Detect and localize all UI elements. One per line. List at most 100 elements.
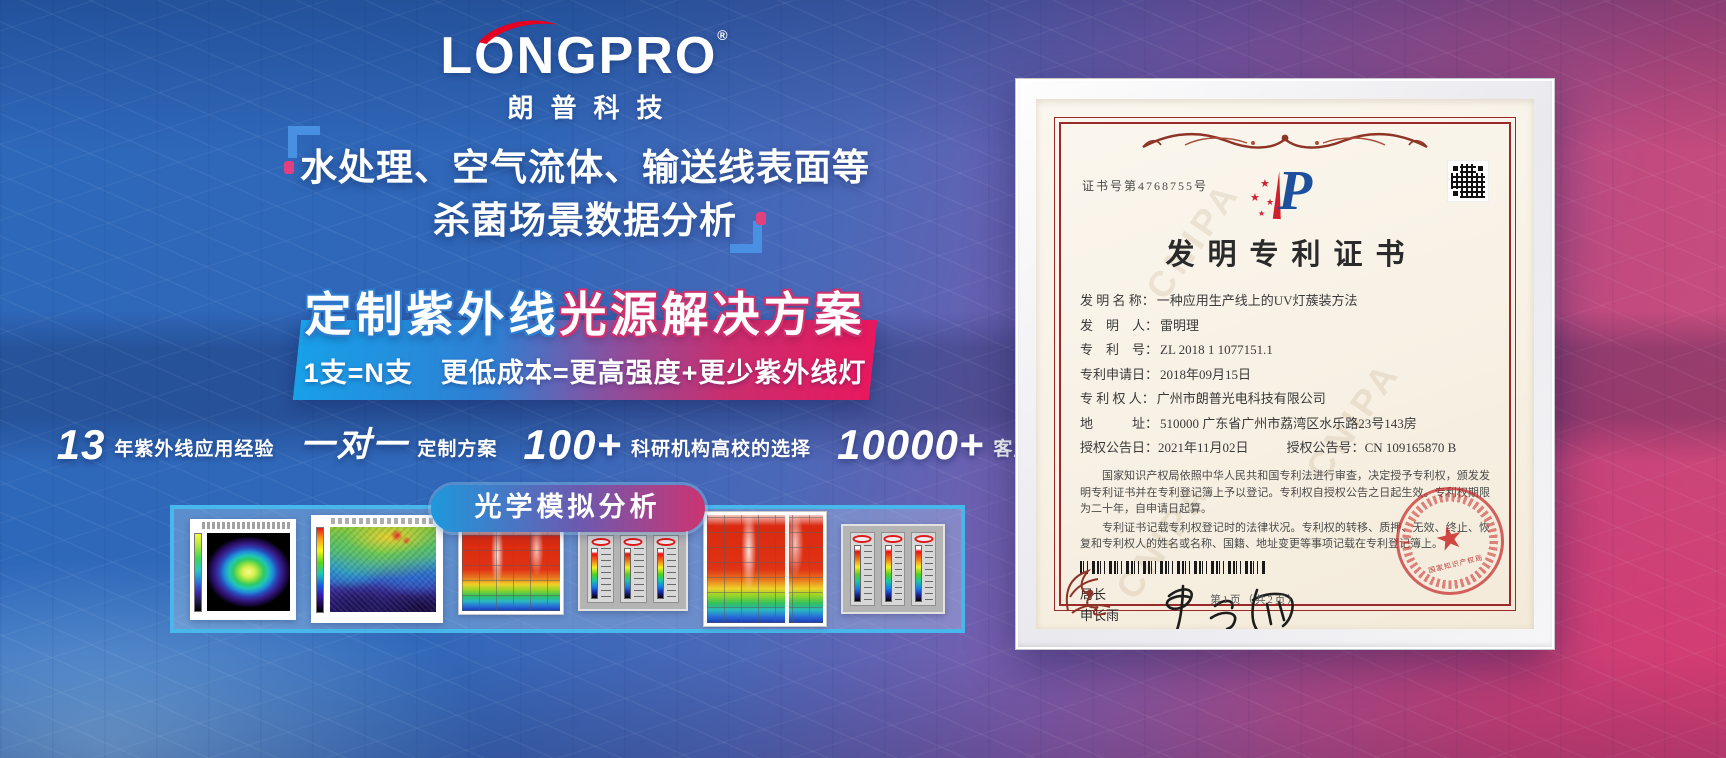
colorbar xyxy=(884,545,892,602)
colorbar xyxy=(194,532,202,612)
colorbar xyxy=(316,527,325,613)
tick-labels xyxy=(666,548,677,599)
qr-pattern xyxy=(1451,164,1485,198)
heatmap-grid xyxy=(706,515,823,623)
field-label: 地 址： xyxy=(1080,415,1159,431)
grant-no: CN 109165870 B xyxy=(1364,440,1457,455)
stat-value: 一对一 xyxy=(300,426,409,464)
field-value: 一种应用生产线上的UV灯蔟装方法 xyxy=(1156,293,1358,308)
certificate-body: 证书号第4768755号 ★ ★ ★ ★ P 发明专利证书 发 明 名 称： 一种… xyxy=(1065,125,1516,629)
colorbar xyxy=(915,545,923,602)
star-icon: ★ xyxy=(1258,209,1266,218)
qr-code xyxy=(1448,161,1488,201)
grant-no-label: 授权公告号： xyxy=(1286,440,1365,455)
barcode xyxy=(1080,560,1265,574)
highlight-ellipse-icon xyxy=(591,538,610,546)
field-label: 专利申请日： xyxy=(1080,366,1159,382)
star-icon: ★ xyxy=(1250,192,1260,204)
patent-certificate: CNIPA CNIPA CNIPA 证书号第4768755号 ★ ★ ★ ★ xyxy=(1036,99,1534,629)
logo-wordmark: LONGPRO® xyxy=(440,20,730,82)
intensity-scale-legend-panel-2 xyxy=(840,524,945,614)
tick-labels xyxy=(633,548,644,599)
field-label: 发 明 名 称： xyxy=(1080,293,1155,308)
highlight-ellipse-icon xyxy=(623,538,643,546)
colorbar xyxy=(656,548,664,599)
irradiance-blob-plot xyxy=(207,532,290,611)
cert-field-row: 发 明 名 称： 一种应用生产线上的UV灯蔟装方法 xyxy=(1080,289,1490,314)
cert-field-row: 专 利 权 人： 广州市朗普光电科技有限公司 xyxy=(1080,387,1490,412)
brand-logo: LONGPRO® 朗普科技 xyxy=(440,20,730,125)
stats-row: 13 年紫外线应用经验 一对一 定制方案 100+ 科研机构高校的选择 1000… xyxy=(57,424,1114,466)
panel-divider xyxy=(785,515,790,623)
uv-intensity-heatmap-small xyxy=(458,524,563,614)
solution-banner: 定制紫外线光源解决方案 1支=N支 更低成本=更高强度+更少紫外线灯 xyxy=(255,288,915,400)
highlight-ellipse-icon xyxy=(914,535,934,543)
stat-one-on-one: 一对一 定制方案 xyxy=(300,428,497,462)
logo-chinese-name: 朗普科技 xyxy=(507,93,680,123)
banner-subtitle: 1支=N支 更低成本=更高强度+更少紫外线灯 xyxy=(303,358,867,389)
registered-mark: ® xyxy=(717,27,730,43)
cnipa-logo: ★ ★ ★ ★ P xyxy=(1248,160,1322,223)
star-icon: ★ xyxy=(1266,197,1275,207)
grant-date: 2021年11月02日 xyxy=(1158,440,1249,455)
scale-legend xyxy=(587,535,614,603)
scale-legend xyxy=(911,532,936,606)
colorbar xyxy=(853,545,861,602)
heatmap-grid xyxy=(461,527,560,611)
grant-date-label: 授权公告日： xyxy=(1080,440,1159,455)
scale-legend xyxy=(849,532,875,606)
quote-bracket-close-icon xyxy=(730,212,766,254)
quote-bracket-open-icon xyxy=(284,126,320,174)
uv-irradiance-map-noise xyxy=(311,515,444,623)
stat-institutions: 100+ 科研机构高校的选择 xyxy=(523,424,811,466)
logo-swoosh-icon xyxy=(478,20,559,44)
highlight-ellipse-icon xyxy=(883,535,903,543)
headline-line2: 杀菌场景数据分析 xyxy=(433,199,737,241)
tick-labels xyxy=(863,545,872,602)
star-icon: ★ xyxy=(1260,178,1270,190)
banner-title: 定制紫外线光源解决方案 xyxy=(255,288,915,342)
stat-value: 10000+ xyxy=(837,421,985,468)
legal-paragraph-1: 国家知识产权局依照中华人民共和国专利法进行审查，决定授予专利权，颁发发明专利证书… xyxy=(1080,470,1490,515)
highlight-ellipse-icon xyxy=(852,535,872,543)
field-value: ZL 2018 1 1077151.1 xyxy=(1160,342,1273,357)
chart-microtext xyxy=(202,521,291,529)
stat-experience: 13 年紫外线应用经验 xyxy=(57,424,275,466)
uv-irradiance-map-dark xyxy=(190,518,296,620)
field-value: 2018年09月15日 xyxy=(1160,366,1252,382)
page-info: 第1页（共2页） xyxy=(1210,595,1300,606)
field-value: 广州市朗普光电科技有限公司 xyxy=(1156,391,1326,406)
stat-value: 13 xyxy=(56,421,106,468)
field-value: 雷明理 xyxy=(1160,317,1200,333)
field-value: 510000 广东省广州市荔湾区水乐路23号143房 xyxy=(1160,415,1417,431)
ornamental-flourish xyxy=(1142,132,1428,149)
tick-labels xyxy=(894,545,903,602)
corner-flourish xyxy=(1065,568,1111,616)
uv-intensity-heatmap-wide xyxy=(703,512,826,626)
scale-legend xyxy=(652,535,680,603)
optical-simulation-panel: 光学模拟分析 xyxy=(170,485,965,633)
cert-field-row: 专利申请日： 2018年09月15日 xyxy=(1080,363,1490,388)
blue-p-icon: P xyxy=(1278,160,1313,222)
scale-legend xyxy=(619,535,647,603)
banner-title-part2: 光源解决方案 xyxy=(559,288,866,341)
certificate-title: 发明专利证书 xyxy=(1165,239,1418,271)
noise-overlay xyxy=(330,527,437,612)
scale-legend xyxy=(880,532,906,606)
chart-microtext xyxy=(331,518,438,524)
cert-field-row: 发 明 人： 雷明理 xyxy=(1080,314,1490,339)
noisy-heatmap-plot xyxy=(330,527,437,612)
legal-paragraph-2: 专利证书记载专利权登记时的法律状况。专利权的转移、质押、无效、终止、恢复和专利权… xyxy=(1080,521,1490,551)
legal-text: 国家知识产权局依照中华人民共和国专利法进行审查，决定授予专利权，颁发发明专利证书… xyxy=(1080,468,1490,553)
field-label: 专 利 号： xyxy=(1080,342,1159,357)
grant-row: 授权公告日： 2021年11月02日 授权公告号： CN 109165870 B xyxy=(1080,436,1490,460)
tick-labels xyxy=(925,545,933,602)
tick-labels xyxy=(601,548,611,599)
cert-field-row: 专 利 号： ZL 2018 1 1077151.1 xyxy=(1080,338,1490,363)
field-label: 专 利 权 人： xyxy=(1080,391,1155,406)
director-signature xyxy=(1165,584,1294,629)
certificate-fields: 发 明 名 称： 一种应用生产线上的UV灯蔟装方法 发 明 人： 雷明理 专 利 号… xyxy=(1080,289,1490,436)
stat-label: 年紫外线应用经验 xyxy=(114,438,275,460)
colorbar xyxy=(591,548,599,599)
stat-label: 科研机构高校的选择 xyxy=(631,438,812,460)
